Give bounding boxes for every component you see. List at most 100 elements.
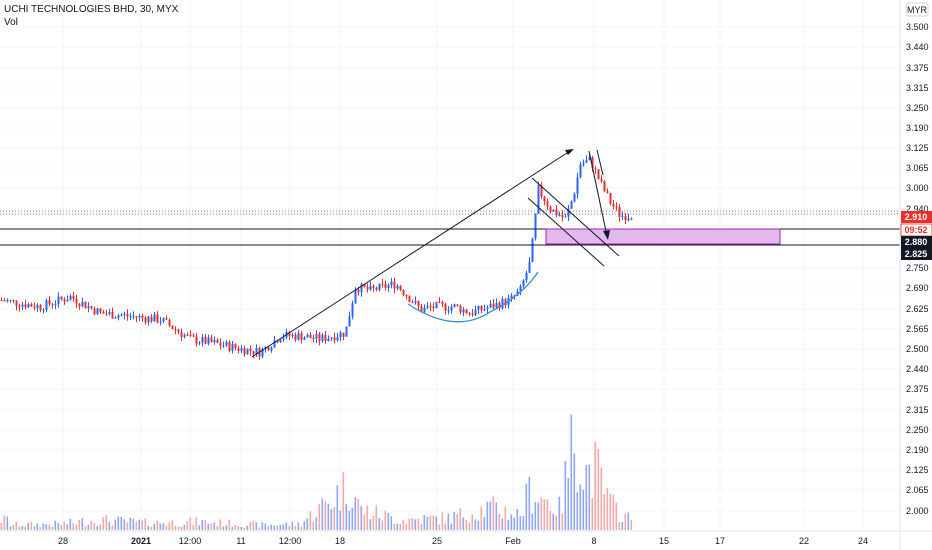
volume-bar [39,527,42,530]
candle-body [576,177,579,195]
volume-bar [333,507,336,530]
volume-bar [519,516,522,530]
volume-bar [219,519,222,530]
volume-bar [441,512,444,530]
volume-bar [615,502,618,530]
candle-body [240,348,243,351]
volume-bar [624,513,627,530]
volume-bar [483,517,486,530]
volume-bar [588,464,591,530]
candle-body [564,216,567,218]
candle-body [255,348,258,355]
volume-bar [27,522,30,530]
candle-body [87,306,90,309]
candle-body [528,261,531,273]
volume-bar [192,524,195,530]
candle-body [3,300,6,302]
candle-body [171,325,174,330]
candle-body [336,337,339,341]
candle-body [471,313,474,316]
volume-bar [261,522,264,530]
candle-body [333,337,336,341]
volume-bar [432,515,435,530]
volume-bar [360,506,363,530]
volume-bar [276,525,279,530]
candle-body [456,304,459,306]
candle-body [201,336,204,343]
level-tag-upper: 2.880 [901,236,932,248]
volume-bar [537,502,540,530]
candle-body [150,316,153,322]
volume-bar [150,526,153,530]
candle-body [351,303,354,317]
candle-body [126,314,129,317]
candle-body [288,332,291,337]
volume-bar [129,517,132,530]
candle-body [117,315,120,318]
y-axis-ticks: 3.500 3.440 3.375 3.315 3.250 3.190 3.125 3.065… [906,22,929,516]
candle-body [60,296,63,300]
channel-line-lower[interactable] [527,197,605,267]
candle-body [399,286,402,291]
candle-body [165,318,168,320]
trendline-arrow[interactable] [251,150,571,358]
volume-bar [6,516,9,530]
drawings[interactable] [0,149,900,358]
volume-bar [306,518,309,530]
volume-bar [174,526,177,530]
candle-body [216,340,219,343]
volume-bar [216,525,219,530]
candle-body [234,344,237,349]
candle-body [30,304,33,307]
candle-body [237,348,240,351]
volume-bar [459,508,462,530]
x-tick-label: 24 [858,536,868,546]
volume-bar [279,525,282,530]
channel-line-upper[interactable] [531,177,620,257]
candle-body [192,335,195,337]
candle-body [618,206,621,217]
volume-bar [96,526,99,530]
volume-bar [87,524,90,530]
volume-bar [531,513,534,530]
volume-bar [189,517,192,530]
y-tick-label: 2.375 [906,384,929,394]
candle-body [366,287,369,290]
volume-bar [591,498,594,530]
volume-bars [0,414,633,530]
volume-bar [165,525,168,530]
candle-body [99,308,102,312]
y-tick-label: 2.065 [906,485,929,495]
candle-body [486,307,489,310]
candle-body [15,300,18,306]
volume-bar [198,525,201,530]
volume-bar [399,523,402,530]
volume-bar [522,516,525,530]
candle-body [357,289,360,293]
volume-bar [102,516,105,530]
candle-body [579,164,582,178]
volume-bar [183,524,186,530]
volume-bar [111,525,114,530]
candle-body [297,333,300,340]
volume-bar [423,515,426,530]
y-tick-label: 2.750 [906,263,929,273]
volume-bar [366,505,369,530]
y-tick-label: 2.625 [906,304,929,314]
rounding-bottom-curve[interactable] [407,271,539,323]
down-arrow[interactable] [588,150,608,237]
candle-body [630,218,633,220]
y-tick-label: 2.940 [906,204,929,214]
candle-body [51,304,54,306]
volume-bar [627,512,630,530]
candle-body [270,347,273,351]
candle-body [627,218,630,221]
candle-body [84,301,87,309]
volume-bar [303,521,306,530]
demand-zone[interactable] [545,228,781,245]
volume-bar [606,487,609,530]
candle-body [546,201,549,207]
down-arrow-2[interactable] [596,149,604,176]
volume-bar [294,526,297,530]
